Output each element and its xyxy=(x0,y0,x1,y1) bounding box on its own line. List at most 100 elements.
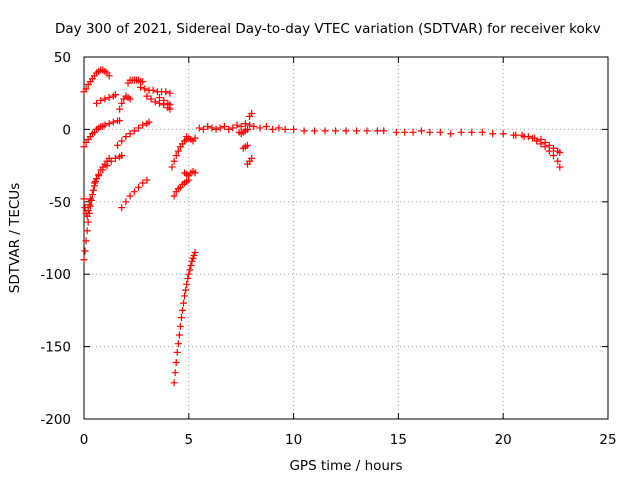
data-point xyxy=(170,157,178,165)
data-point xyxy=(105,72,113,80)
series-arc16 xyxy=(181,167,199,180)
data-point xyxy=(168,163,176,171)
data-point xyxy=(160,96,168,104)
data-points xyxy=(80,66,564,387)
data-point xyxy=(83,212,91,220)
data-point xyxy=(183,280,191,288)
data-point xyxy=(186,266,194,274)
x-tick-label: 25 xyxy=(599,432,616,448)
data-point xyxy=(556,149,564,157)
data-point xyxy=(139,121,147,129)
data-point xyxy=(187,262,195,270)
data-point xyxy=(237,123,245,131)
data-point xyxy=(499,130,507,138)
data-point xyxy=(180,299,188,307)
data-point xyxy=(114,141,122,149)
data-point xyxy=(93,99,101,107)
chart-title: Day 300 of 2021, Sidereal Day-to-day VTE… xyxy=(55,21,601,37)
data-point xyxy=(84,218,92,226)
data-point xyxy=(409,128,417,136)
data-point xyxy=(116,117,124,125)
series-arc18 xyxy=(170,248,199,387)
data-point xyxy=(262,123,270,131)
data-point xyxy=(177,314,185,322)
data-point xyxy=(82,237,90,245)
data-point xyxy=(122,133,130,141)
data-point xyxy=(90,182,98,190)
data-point xyxy=(172,359,180,367)
series-arc24 xyxy=(256,123,388,135)
gridlines xyxy=(84,57,608,419)
x-axis-label: GPS time / hours xyxy=(289,458,402,474)
data-point xyxy=(246,121,254,129)
data-point xyxy=(126,130,134,138)
data-point xyxy=(134,183,142,191)
data-point xyxy=(80,256,88,264)
series-arc11 xyxy=(155,94,174,109)
data-point xyxy=(171,369,179,377)
data-point xyxy=(141,85,149,93)
data-point xyxy=(155,94,163,102)
data-point xyxy=(126,95,134,103)
data-point xyxy=(529,134,537,142)
y-tick-label: -200 xyxy=(40,412,71,428)
plot-frame xyxy=(83,56,609,420)
data-point xyxy=(174,340,182,348)
data-point xyxy=(105,154,113,162)
series-arc19 xyxy=(195,120,258,133)
data-point xyxy=(130,127,138,135)
data-point xyxy=(116,105,124,113)
data-point xyxy=(126,192,134,200)
data-point xyxy=(417,127,425,135)
data-point xyxy=(256,124,264,132)
x-tick-label: 5 xyxy=(185,432,194,448)
data-point xyxy=(149,86,157,94)
data-point xyxy=(311,127,319,135)
data-point xyxy=(143,176,151,184)
data-point xyxy=(541,143,549,151)
data-point xyxy=(81,247,89,255)
x-tick-label: 15 xyxy=(390,432,407,448)
data-point xyxy=(85,201,93,209)
data-point xyxy=(137,83,145,91)
data-point xyxy=(97,96,105,104)
data-point xyxy=(554,157,562,165)
data-point xyxy=(185,270,193,278)
y-tick-label: -50 xyxy=(49,195,71,211)
series-arc22 xyxy=(239,141,251,152)
series-arc13 xyxy=(118,176,151,212)
series-arc2 xyxy=(93,91,119,107)
data-point xyxy=(175,331,183,339)
series-arc20 xyxy=(235,125,251,138)
data-point xyxy=(84,206,92,214)
data-point xyxy=(275,124,283,132)
data-point xyxy=(101,121,109,129)
data-point xyxy=(191,134,199,142)
data-point xyxy=(241,120,249,128)
data-point xyxy=(191,169,199,177)
data-point xyxy=(151,98,159,106)
series-arc10 xyxy=(143,92,174,113)
data-point xyxy=(225,125,233,133)
series-arc12 xyxy=(114,118,153,149)
data-point xyxy=(118,137,126,145)
data-point xyxy=(468,128,476,136)
data-point xyxy=(89,186,97,194)
data-point xyxy=(181,292,189,300)
y-axis-ticks: 50 0 -50 -100 -150 -200 xyxy=(40,50,608,428)
data-point xyxy=(478,128,486,136)
data-point xyxy=(208,124,216,132)
series-arc17 xyxy=(183,133,199,145)
data-point xyxy=(83,227,91,235)
data-point xyxy=(122,198,130,206)
data-point xyxy=(524,133,532,141)
data-point xyxy=(143,92,151,100)
y-tick-label: -150 xyxy=(40,340,71,356)
data-point xyxy=(290,125,298,133)
y-tick-label: 0 xyxy=(62,122,71,138)
data-point xyxy=(166,101,174,109)
data-point xyxy=(401,128,409,136)
data-point xyxy=(111,91,119,99)
data-point xyxy=(550,144,558,152)
